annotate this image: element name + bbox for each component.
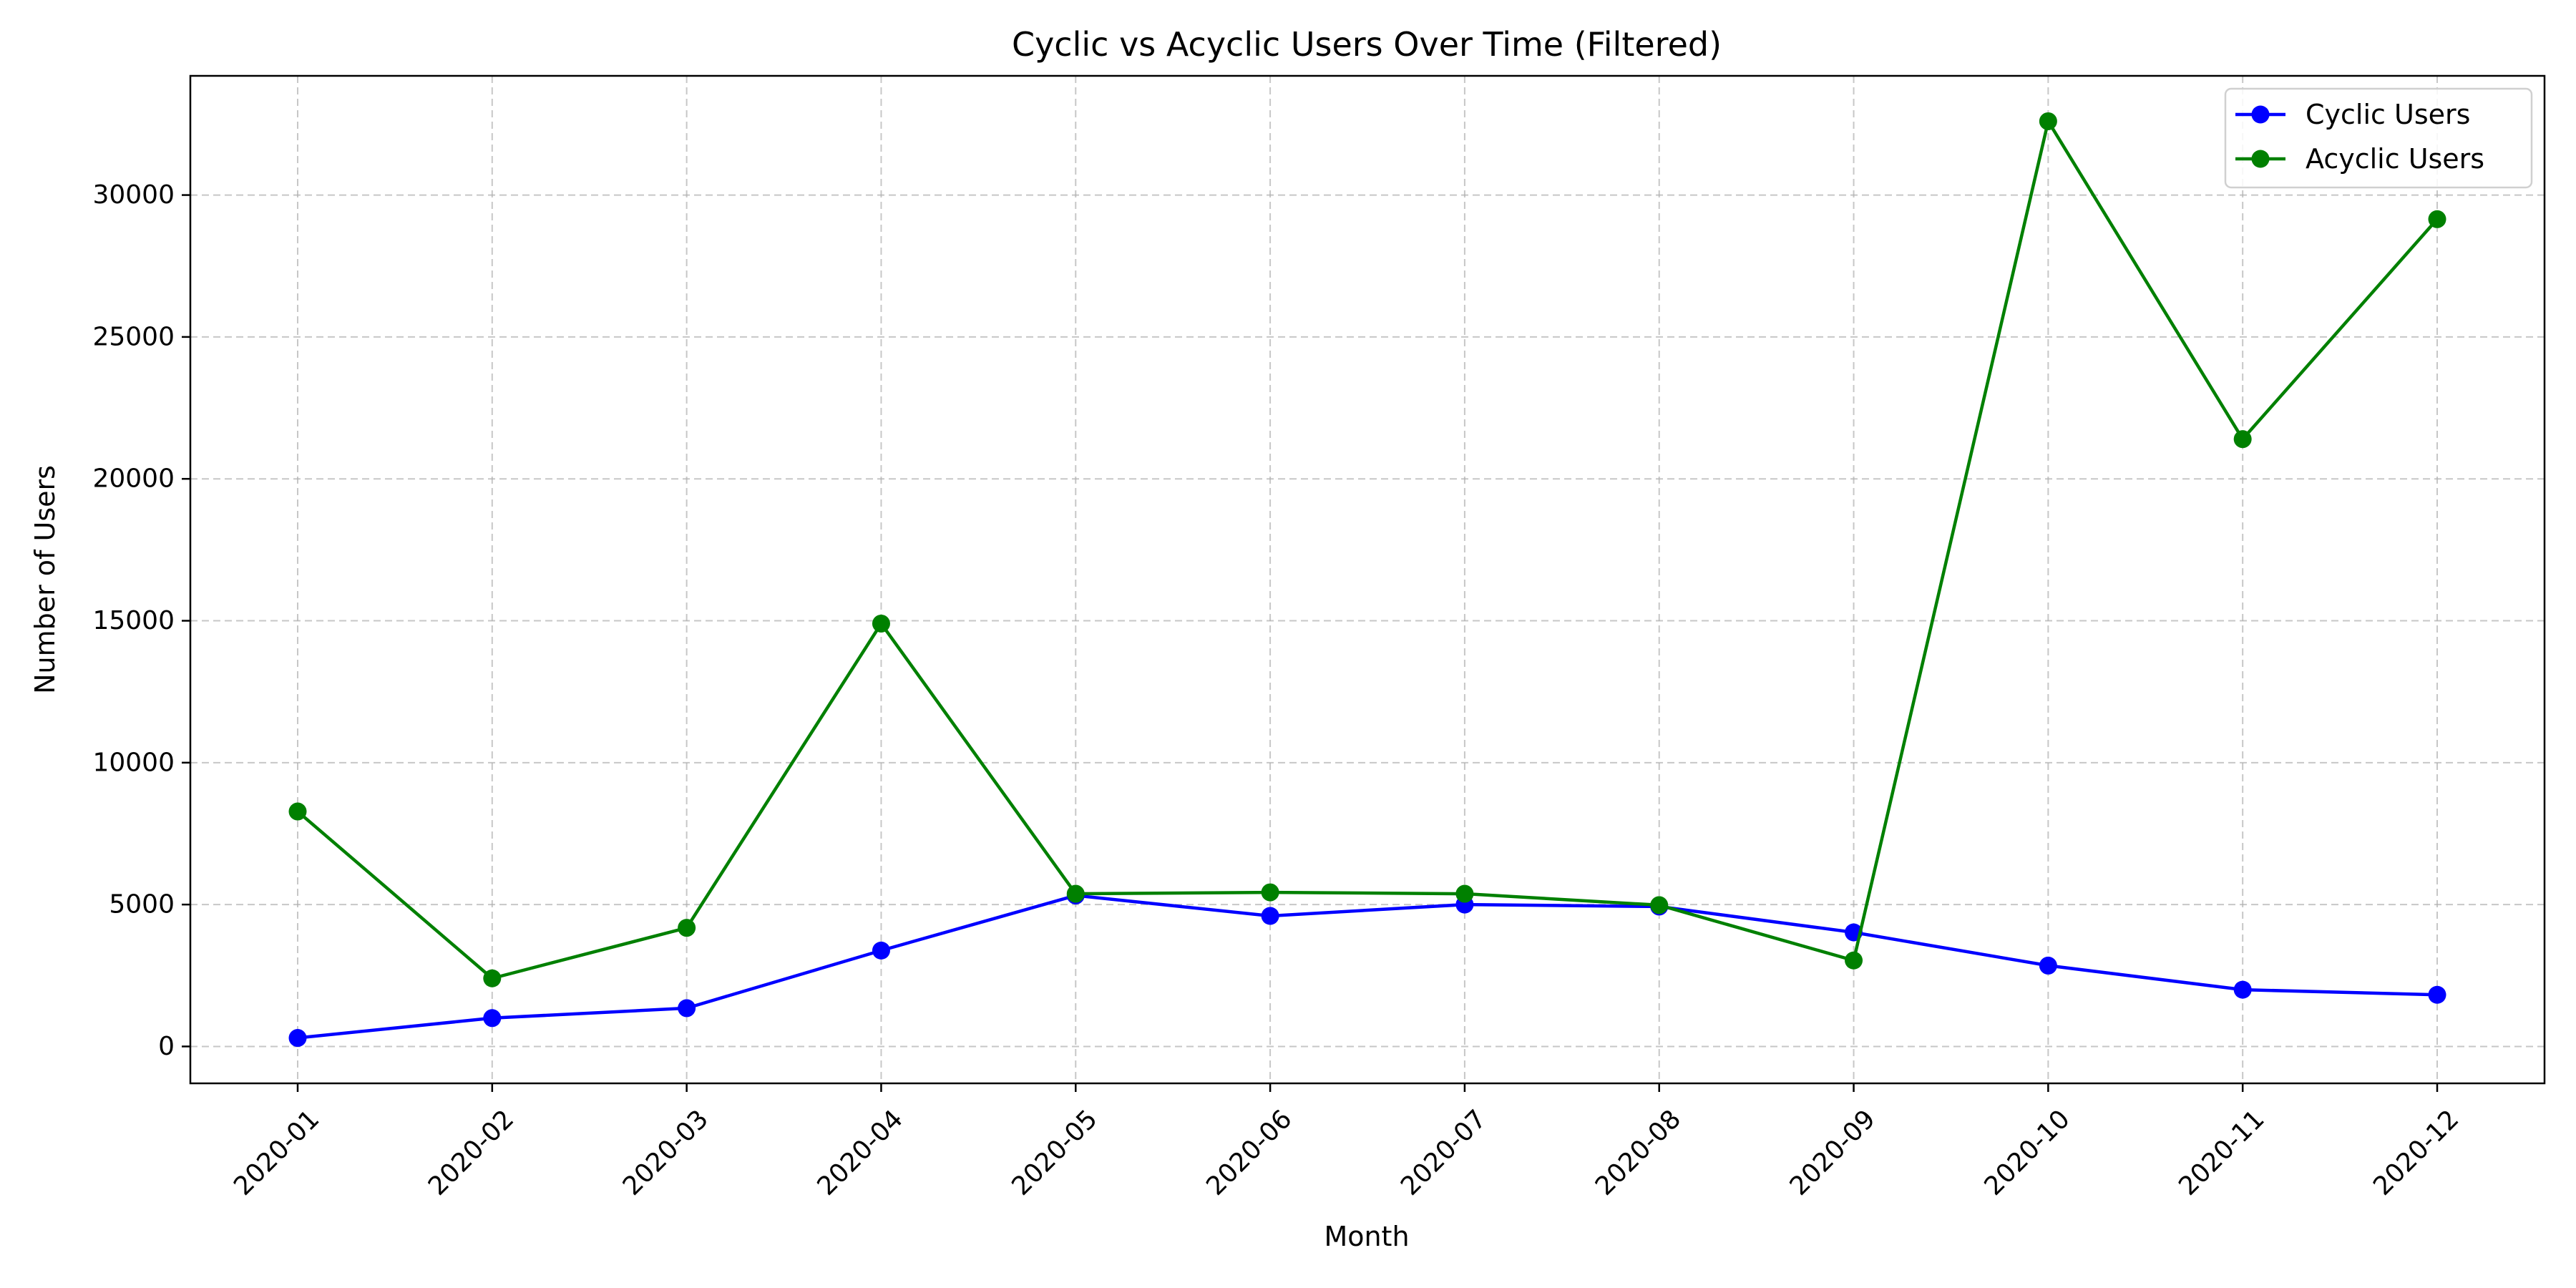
data-point: [2233, 430, 2252, 449]
y-tick-label: 25000: [92, 322, 175, 351]
data-point: [678, 919, 696, 937]
x-tick-label: 2020-12: [2368, 1104, 2464, 1201]
series-line-cyclic-users: [297, 894, 2438, 1040]
y-tick-label: 30000: [92, 180, 175, 210]
x-tick-label: 2020-10: [1979, 1104, 2075, 1201]
data-point: [678, 999, 696, 1018]
axes: 2020-01 2020-02 2020-03 2020-04 2020-05 2020-…: [92, 180, 2464, 1201]
y-tick-label: 15000: [92, 606, 175, 635]
data-point: [2039, 956, 2057, 975]
x-axis-label: Month: [1324, 1221, 1409, 1252]
data-point: [2428, 210, 2446, 228]
grid-lines: [190, 76, 2545, 1083]
data-point: [2428, 985, 2446, 1004]
data-point: [1261, 907, 1279, 925]
x-tick-label: 2020-02: [423, 1104, 519, 1201]
legend-label: Acyclic Users: [2306, 143, 2484, 175]
data-point: [483, 969, 502, 987]
data-point: [288, 1029, 307, 1048]
chart-title: Cyclic vs Acyclic Users Over Time (Filte…: [1012, 25, 1722, 64]
plot-frame: [189, 74, 2546, 1085]
y-tick-label: 20000: [92, 464, 175, 494]
data-point: [2233, 980, 2252, 999]
data-point: [872, 941, 890, 960]
data-point: [1261, 883, 1279, 902]
legend: Cyclic Users Acyclic Users: [2224, 87, 2533, 189]
data-point: [1650, 896, 1669, 914]
legend-swatch-marker: [2251, 105, 2270, 124]
x-tick-label: 2020-07: [1395, 1104, 1492, 1201]
legend-label: Cyclic Users: [2306, 99, 2470, 130]
data-point: [288, 802, 307, 821]
data-point: [483, 1009, 502, 1028]
x-tick-label: 2020-08: [1590, 1104, 1687, 1201]
x-tick-label: 2020-05: [1006, 1104, 1103, 1201]
data-point: [1066, 884, 1085, 903]
data-point: [1455, 884, 1474, 903]
y-tick-label: 5000: [109, 890, 175, 919]
series-line-acyclic-users: [296, 119, 2439, 980]
data-point: [1845, 951, 1863, 970]
y-tick-label: 10000: [92, 748, 175, 777]
x-tick-label: 2020-11: [2173, 1104, 2270, 1201]
x-tick-label: 2020-09: [1785, 1104, 1881, 1201]
x-tick-label: 2020-06: [1201, 1104, 1297, 1201]
data-point: [2039, 112, 2057, 130]
series-layer: [288, 112, 2446, 1048]
x-tick-label: 2020-01: [228, 1104, 325, 1201]
data-point: [872, 614, 890, 633]
x-tick-label: 2020-04: [812, 1104, 909, 1201]
legend-swatch-marker: [2251, 150, 2270, 168]
y-tick-label: 0: [158, 1032, 175, 1061]
legend-box: [2224, 87, 2533, 189]
y-axis-label: Number of Users: [29, 465, 61, 694]
x-tick-label: 2020-03: [618, 1104, 714, 1201]
